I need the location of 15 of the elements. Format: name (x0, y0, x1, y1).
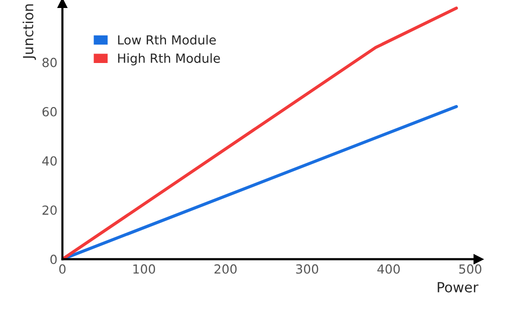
legend-label: High Rth Module (118, 53, 220, 66)
y-tick-label: 20 (42, 205, 57, 215)
y-tick-label: 60 (42, 106, 57, 116)
x-axis-title: Power (438, 282, 478, 292)
y-tick-label: 0 (50, 254, 57, 264)
y-tick-label: 40 (42, 156, 57, 166)
legend-label: Low Rth Module (118, 34, 216, 45)
x-tick-label: 400 (377, 264, 400, 274)
y-axis-title: Junction (22, 4, 36, 60)
x-tick-label: 200 (214, 264, 237, 274)
x-tick-label: 300 (296, 264, 318, 274)
x-tick-label: 100 (133, 264, 156, 274)
x-tick-label: 0 (59, 264, 66, 274)
y-tick-label: 80 (42, 58, 57, 68)
x-tick-label: 500 (459, 264, 482, 274)
